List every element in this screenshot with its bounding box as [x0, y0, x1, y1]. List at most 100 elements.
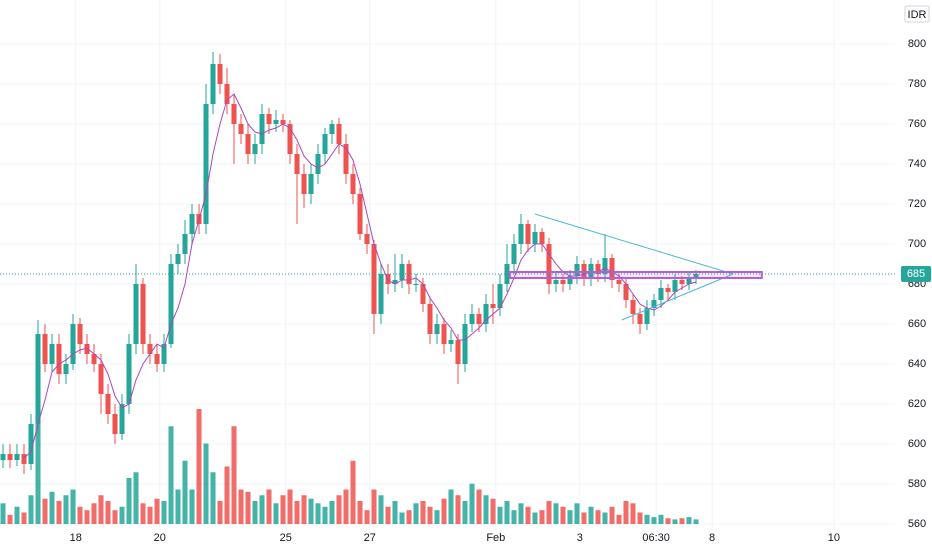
candle-body	[609, 258, 615, 280]
volume-bar	[224, 466, 230, 524]
candle-body	[140, 284, 146, 344]
x-tick-label: 25	[280, 532, 292, 544]
volume-bar	[483, 495, 489, 524]
candle-body	[133, 284, 139, 344]
volume-bar	[140, 503, 146, 524]
candle-body	[0, 454, 6, 460]
y-tick-label: 600	[908, 438, 926, 450]
candle-body	[441, 324, 447, 344]
volume-bar	[14, 506, 20, 524]
y-tick-label: 720	[908, 198, 926, 210]
volume-bar	[98, 495, 104, 524]
volume-bar	[546, 501, 552, 524]
volume-bar	[581, 512, 587, 524]
candle-body	[378, 274, 384, 314]
volume-bar	[350, 460, 356, 524]
volume-bar	[154, 498, 160, 524]
candle-body	[301, 174, 307, 194]
volume-bar	[35, 409, 41, 524]
candle-body	[63, 364, 69, 374]
candle-body	[357, 194, 363, 234]
candle-body	[238, 124, 244, 134]
volume-bar	[679, 518, 685, 524]
volume-bar	[504, 501, 510, 524]
volume-bar	[329, 501, 335, 524]
volume-bar	[7, 514, 13, 524]
candle-body	[595, 264, 601, 274]
volume-bar	[259, 495, 265, 524]
candle-body	[287, 124, 293, 154]
candle-body	[518, 224, 524, 244]
candle-body	[455, 340, 461, 364]
volume-bar	[42, 498, 48, 524]
volume-bar	[364, 510, 370, 524]
candle-body	[336, 124, 342, 144]
volume-bar	[574, 503, 580, 524]
trend-line	[621, 273, 734, 321]
candle-body	[567, 276, 573, 284]
volume-bar	[560, 506, 566, 524]
candle-body	[182, 234, 188, 254]
candle-body	[98, 364, 104, 394]
volume-bar	[301, 495, 307, 524]
volume-bar	[658, 514, 664, 524]
candle-body	[315, 154, 321, 174]
volume-bar	[231, 426, 237, 524]
volume-bar	[322, 506, 328, 524]
volume-bar	[651, 517, 657, 524]
candle-body	[644, 308, 650, 324]
volume-bar	[245, 491, 251, 524]
candle-body	[658, 288, 664, 300]
volume-bar	[476, 489, 482, 524]
x-tick-label: 8	[709, 532, 715, 544]
volume-pane	[0, 409, 699, 524]
volume-bar	[252, 501, 258, 524]
y-tick-label: 580	[908, 478, 926, 490]
volume-bar	[595, 510, 601, 524]
candle-body	[329, 124, 335, 134]
candle-body	[259, 114, 265, 144]
volume-bar	[567, 510, 573, 524]
candle-body	[350, 174, 356, 194]
candle-body	[322, 134, 328, 154]
candle-body	[490, 304, 496, 308]
candle-body	[154, 354, 160, 364]
candle-body	[175, 254, 181, 264]
candle-body	[665, 288, 671, 292]
candle-body	[168, 264, 174, 344]
candle-body	[56, 344, 62, 374]
volume-bar	[630, 503, 636, 524]
volume-bar	[525, 506, 531, 524]
candle-body	[574, 264, 580, 276]
volume-bar	[70, 489, 76, 524]
x-tick-label: 20	[154, 532, 166, 544]
x-tick-label: 06:30	[642, 532, 670, 544]
volume-bar	[455, 495, 461, 524]
volume-bar	[133, 472, 139, 524]
candle-body	[28, 424, 34, 464]
volume-bar	[665, 518, 671, 524]
candle-body	[77, 324, 83, 344]
candle-body	[70, 324, 76, 364]
candle-body	[637, 314, 643, 324]
candle-body	[364, 234, 370, 244]
volume-bar	[553, 503, 559, 524]
candle-body	[686, 278, 692, 284]
volume-bar	[28, 495, 34, 524]
candle-body	[462, 324, 468, 364]
volume-bar	[91, 503, 97, 524]
candle-body	[371, 244, 377, 314]
candle-body	[91, 354, 97, 364]
volume-bar	[462, 501, 468, 524]
y-tick-label: 780	[908, 78, 926, 90]
volume-bar	[532, 512, 538, 524]
volume-bar	[378, 495, 384, 524]
volume-bar	[217, 501, 223, 524]
candle-body	[42, 334, 48, 364]
y-tick-label: 640	[908, 358, 926, 370]
candle-body	[35, 334, 41, 424]
volume-bar	[539, 510, 545, 524]
candle-body	[483, 304, 489, 324]
currency-box	[904, 5, 930, 23]
